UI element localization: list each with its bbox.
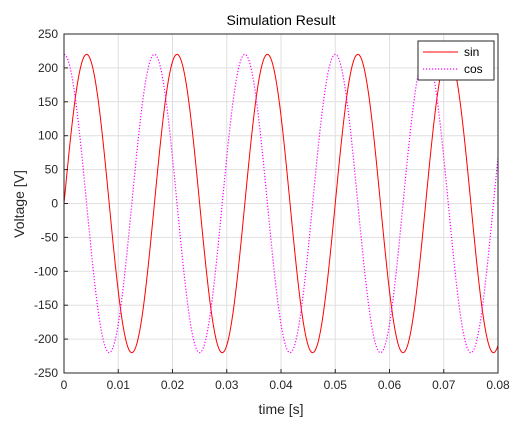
y-tick-label: -100 [34,264,58,278]
y-tick-label: -200 [34,332,58,346]
x-tick-label: 0.07 [432,378,456,392]
legend: sin cos [417,40,495,81]
y-tick-label: -150 [34,298,58,312]
legend-label-sin: sin [464,45,479,59]
y-axis-label: Voltage [V] [11,170,27,238]
x-tick-label: 0.02 [161,378,185,392]
y-axis-ticks: -250 -200 -150 -100 -50 0 50 100 150 200 250 [34,27,68,380]
y-tick-label: 150 [38,95,58,109]
y-tick-label: -250 [34,366,58,380]
legend-label-cos: cos [464,62,483,76]
x-tick-label: 0.06 [378,378,402,392]
x-tick-label: 0.05 [324,378,348,392]
x-tick-label: 0.04 [269,378,293,392]
x-tick-label: 0.03 [215,378,239,392]
chart-title: Simulation Result [227,12,336,28]
y-tick-label: 100 [38,129,58,143]
x-tick-label: 0.08 [486,378,510,392]
x-tick-label: 0.01 [107,378,131,392]
y-tick-label: 50 [45,163,59,177]
y-tick-label: 250 [38,27,58,41]
y-tick-label: 200 [38,61,58,75]
x-axis-label: time [s] [258,401,303,417]
y-tick-label: 0 [51,197,58,211]
legend-box [417,40,495,81]
y-tick-label: -50 [41,230,59,244]
x-tick-label: 0 [61,378,68,392]
series-line-sin [63,53,499,354]
x-axis-ticks: 0 0.01 0.02 0.03 0.04 0.05 0.06 0.07 0.08 [61,369,510,392]
